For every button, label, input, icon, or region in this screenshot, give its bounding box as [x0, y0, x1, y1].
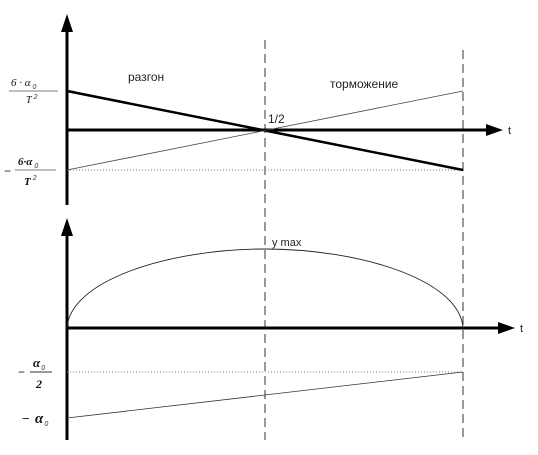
top-y-axis-arrow: [61, 14, 73, 32]
bottom-graph: t y max − α0 2 − α0: [18, 218, 523, 440]
full-value-symbol: α0: [35, 411, 48, 428]
half-value-sign: −: [18, 365, 25, 379]
acceleration-thin-line: [66, 90, 464, 171]
top-x-axis-arrow: [486, 124, 503, 136]
half-value-fraction: − α0 2: [18, 355, 52, 391]
full-value-sign: −: [22, 411, 30, 426]
bottom-t-axis-label: t: [520, 323, 523, 335]
top-neg-sign: −: [4, 164, 11, 178]
midpoint-label: 1/2: [268, 112, 285, 126]
bottom-y-axis-arrow: [61, 218, 73, 236]
bottom-x-axis-arrow: [498, 322, 515, 334]
acceleration-phase-label: разгон: [128, 70, 164, 84]
velocity-arc: [66, 248, 464, 329]
deceleration-phase-label: торможение: [330, 77, 399, 91]
half-value-denominator: 2: [35, 377, 42, 391]
half-value-numerator: α0: [33, 355, 45, 372]
top-neg-numerator: 6·α 0: [18, 156, 38, 170]
top-t-axis-label: t: [508, 125, 511, 137]
full-value-label: − α0: [22, 411, 48, 428]
rising-line: [66, 371, 464, 419]
peak-label: y max: [272, 237, 302, 249]
